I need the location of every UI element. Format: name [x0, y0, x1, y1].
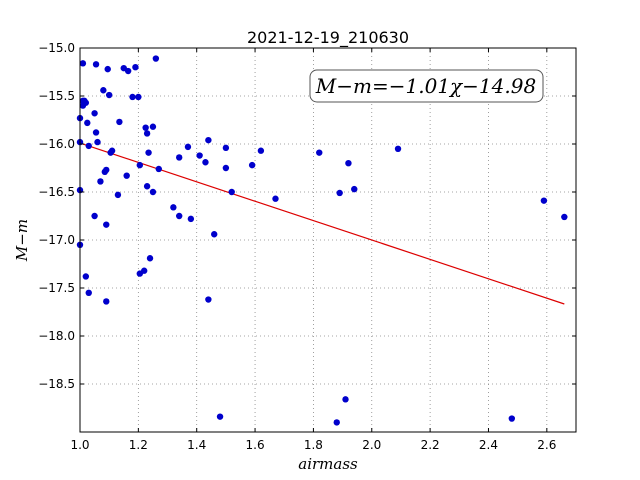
- data-point: [103, 221, 110, 228]
- data-point: [114, 191, 122, 199]
- data-point: [211, 231, 218, 238]
- y-tick-label: −15.0: [38, 41, 75, 55]
- data-point: [135, 93, 142, 101]
- data-point: [82, 99, 90, 106]
- data-point: [92, 61, 100, 68]
- data-point: [342, 396, 349, 403]
- data-point: [104, 65, 111, 73]
- data-point: [143, 130, 151, 137]
- data-point: [100, 87, 107, 94]
- data-point: [129, 93, 136, 101]
- data-point: [184, 143, 192, 151]
- data-point: [333, 419, 340, 426]
- data-point: [140, 267, 148, 274]
- data-point: [124, 67, 132, 75]
- x-tick-label: 2.6: [537, 438, 556, 452]
- data-point: [222, 164, 230, 172]
- data-point: [228, 188, 235, 196]
- data-point: [94, 138, 101, 146]
- data-point: [216, 413, 224, 420]
- data-point: [92, 129, 100, 136]
- x-tick-label: 1.2: [129, 438, 148, 452]
- data-point: [336, 189, 343, 197]
- data-point: [222, 144, 230, 152]
- data-point: [143, 183, 151, 190]
- data-point: [561, 213, 568, 221]
- data-point: [272, 195, 279, 202]
- data-point: [108, 147, 116, 154]
- data-point: [142, 124, 149, 131]
- x-tick-label: 2.0: [362, 438, 381, 452]
- data-point: [123, 172, 130, 179]
- data-point: [196, 152, 203, 159]
- data-point: [176, 154, 183, 161]
- data-point: [91, 212, 98, 220]
- data-point: [205, 136, 212, 144]
- data-point: [316, 149, 323, 156]
- y-tick-label: −15.5: [38, 89, 75, 103]
- y-tick-label: −17.5: [38, 281, 75, 295]
- data-point: [85, 142, 92, 150]
- fit-annotation: M−m=−1.01χ−14.98: [309, 69, 544, 103]
- data-point: [205, 296, 212, 303]
- y-tick-label: −16.0: [38, 137, 75, 151]
- data-point: [84, 119, 91, 127]
- data-point: [116, 118, 123, 126]
- x-tick-label: 1.0: [70, 438, 89, 452]
- data-point: [257, 147, 265, 154]
- x-tick-label: 1.8: [304, 438, 323, 452]
- data-point: [132, 63, 139, 71]
- data-point: [248, 161, 256, 169]
- x-axis-label: airmass: [298, 455, 358, 473]
- data-point: [508, 415, 516, 422]
- data-point: [394, 145, 402, 152]
- data-point: [202, 159, 209, 166]
- x-tick-label: 2.4: [479, 438, 498, 452]
- y-tick-label: −18.5: [38, 377, 75, 391]
- data-point: [85, 289, 92, 296]
- y-tick-label: −18.0: [38, 329, 75, 343]
- x-ticks: 1.0 1.2 1.4 1.6 1.8 2.0 2.2 2.4 2.6: [70, 48, 556, 452]
- fit-equation: M−m=−1.01χ−14.98: [315, 74, 536, 98]
- data-point: [91, 110, 98, 117]
- y-ticks: −15.0 −15.5 −16.0 −16.5 −17.0 −17.5 −18.0 −18.5: [38, 41, 576, 391]
- x-tick-label: 2.2: [421, 438, 440, 452]
- data-point: [149, 123, 157, 130]
- chart-title: 2021-12-19_210630: [247, 28, 409, 48]
- data-point: [82, 273, 90, 280]
- data-point: [540, 197, 548, 204]
- data-point: [103, 298, 110, 305]
- data-point: [155, 165, 162, 173]
- data-point: [152, 55, 160, 62]
- data-point: [345, 160, 352, 167]
- y-axis-label: M−m: [13, 219, 31, 262]
- data-point: [149, 188, 157, 196]
- x-tick-label: 1.4: [187, 438, 206, 452]
- data-point: [146, 255, 154, 262]
- data-point: [176, 212, 183, 220]
- data-point: [79, 60, 87, 67]
- data-point: [136, 161, 144, 169]
- data-point: [145, 149, 152, 156]
- data-points-layer: [76, 55, 568, 426]
- data-point: [351, 185, 358, 193]
- annotation-box: [309, 69, 544, 103]
- data-point: [97, 178, 104, 185]
- data-point: [187, 215, 195, 223]
- data-point: [170, 204, 177, 211]
- data-point: [105, 91, 113, 99]
- data-point: [103, 166, 110, 174]
- x-tick-label: 1.6: [246, 438, 265, 452]
- y-tick-label: −17.0: [38, 233, 75, 247]
- y-tick-label: −16.5: [38, 185, 75, 199]
